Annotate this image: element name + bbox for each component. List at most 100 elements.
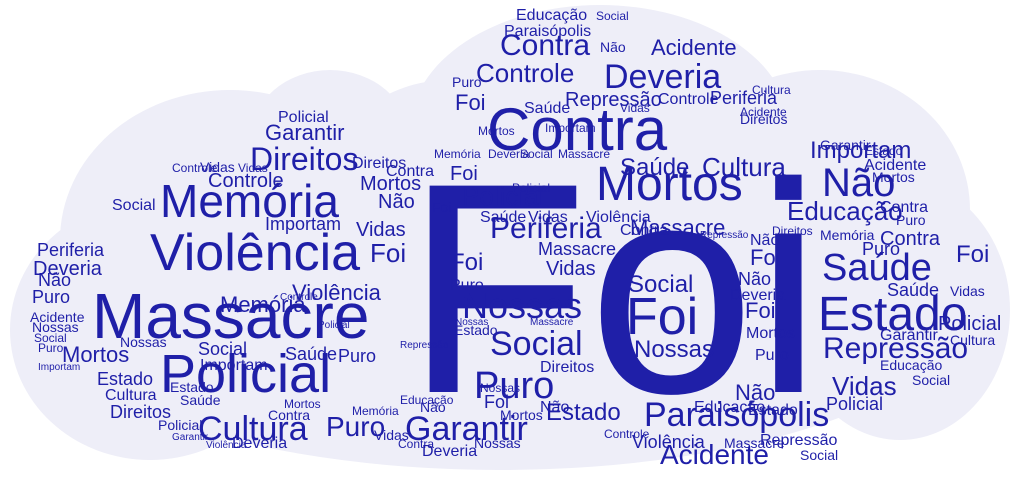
word-foi: Foi [432,199,451,215]
word-mortos: Mortos [62,342,129,367]
word-importam: Importam [38,362,80,373]
word-mortos: Mortos [284,397,321,411]
word-policial: Policial [318,320,350,331]
word-periferia: Periferia [490,212,602,245]
word-nossas: Nossas [480,381,520,395]
word-importam: Importam [200,357,268,374]
word-social: Social [596,9,629,23]
word-direitos: Direitos [352,155,406,172]
word-educacao: Educação [694,399,765,416]
word-foi: Foi [750,245,781,270]
word-educacao: Educação [400,393,454,407]
word-vidas: Vidas [546,258,596,280]
word-nao: Não [600,39,626,55]
word-puro: Puro [38,341,64,355]
word-periferia: Periferia [710,88,778,108]
word-social: Social [198,339,247,359]
word-controle: Controle [172,161,218,175]
word-foi: Foi [745,298,776,323]
word-direitos: Direitos [740,111,787,127]
word-repressao: Repressão [823,332,968,365]
word-violencia: Violência [586,209,651,226]
word-contra: Contra [268,407,310,423]
word-repressao: Repressão [700,230,749,241]
word-nossas: Nossas [474,435,521,451]
word-paraisopolis: Paraisópolis [504,23,591,40]
word-contra: Contra [500,29,590,62]
word-social: Social [520,147,553,161]
word-vidas: Vidas [356,219,406,241]
word-vidas: Vidas [200,159,235,175]
word-paraisopolis: Paraisópolis [644,396,829,434]
word-cultura: Cultura [752,83,791,97]
word-memoria: Memória [160,175,339,227]
word-social: Social [800,447,838,463]
word-saude: Saúde [285,344,337,364]
word-estado: Estado [454,322,498,338]
word-estado: Estado [97,369,153,389]
word-policial: Policial [160,344,331,404]
word-mortos: Mortos [500,407,543,423]
word-nao: Não [378,191,415,213]
word-cultura: Cultura [950,332,995,348]
word-saude: Saúde [822,247,932,289]
word-mortos: Mortos [746,325,795,342]
word-vidas: Vidas [950,283,985,299]
word-deveria: Deveria [730,287,785,304]
word-policial: Policial [278,109,329,126]
word-acidente: Acidente [740,105,787,119]
word-direitos: Direitos [772,224,813,238]
word-policial: Policial [938,313,1001,335]
word-estado: Estado [818,288,967,341]
word-foi: Foi [956,241,989,268]
word-foi: Foi [450,249,483,276]
word-saude: Saúde [620,154,689,181]
word-estado: Estado [865,144,903,158]
word-policial: Policial [462,181,544,211]
word-controle: Controle [658,91,719,108]
word-violencia: Violência [150,224,360,282]
word-social: Social [34,331,67,345]
word-nossas: Nossas [32,319,79,335]
word-cultura: Cultura [702,152,786,182]
word-puro: Puro [338,346,376,366]
word-garantir: Garantir [820,137,871,153]
word-deveria: Deveria [604,58,721,96]
word-policial: Policial [826,394,883,414]
word-contra: Contra [487,96,668,163]
word-deveria: Deveria [422,443,477,460]
word-repressao: Repressão [565,89,662,111]
word-contra: Contra [880,199,928,216]
word-vidas: Vidas [374,427,409,443]
word-nossas: Nossas [455,317,488,328]
word-contra: Contra [386,163,434,180]
word-foi: Foi [484,392,509,412]
word-controle: Controle [476,58,574,88]
word-foi: Foi [626,288,698,346]
word-importam: Importam [545,121,596,135]
word-deveria: Deveria [33,258,103,280]
word-cultura: Cultura [198,410,308,448]
word-vidas: Vidas [832,371,897,401]
word-social: Social [628,271,693,298]
word-puro: Puro [474,365,554,407]
word-garantir: Garantir [172,432,209,443]
word-social: Social [912,372,950,388]
word-puro: Puro [452,74,482,90]
word-foi: Foi [450,163,478,185]
word-nao: Não [735,380,775,405]
word-contra: Contra [620,222,668,239]
word-direitos: Direitos [250,141,358,177]
word-acidente: Acidente [651,35,737,60]
cloud-shape [10,5,1010,470]
word-foi: Foi [405,120,822,456]
word-educacao: Educação [787,196,903,226]
word-controle: Controle [604,427,650,441]
word-nao: Não [750,232,779,249]
word-mortos: Mortos [872,169,915,185]
word-deveria: Deveria [232,435,287,452]
word-educacao: Educação [516,7,587,24]
word-policial: Policial [512,181,550,195]
word-estado: Estado [748,402,798,419]
